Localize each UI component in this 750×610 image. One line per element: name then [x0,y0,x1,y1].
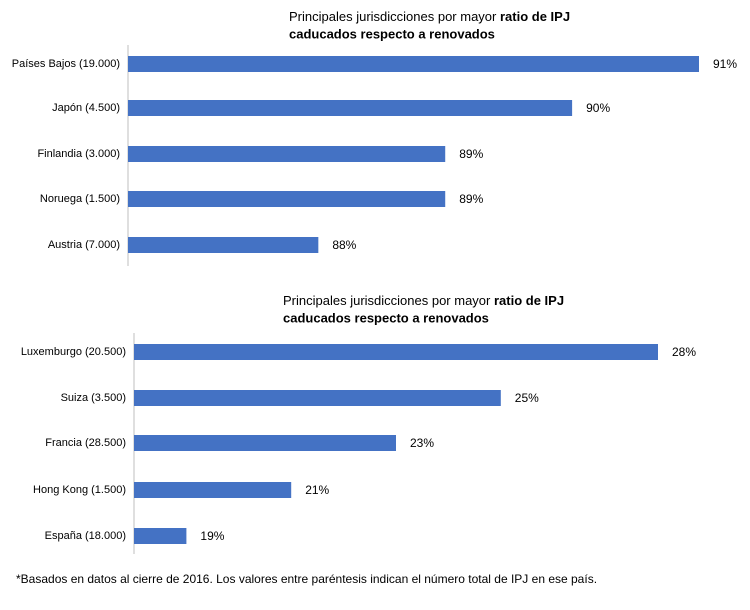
y-tick-label: Francia (28.500) [45,437,126,449]
bar [134,390,501,406]
bar [128,100,573,116]
bar [128,56,699,72]
y-tick-label: Japón (4.500) [52,102,120,114]
value-label: 91% [713,57,737,71]
value-label: 25% [515,391,539,405]
value-label: 88% [332,238,356,252]
y-tick-label: España (18.000) [45,530,126,542]
title-text: Principales jurisdicciones por mayor [283,293,491,308]
y-tick-label: Noruega (1.500) [40,193,120,205]
chart-title: caducados respecto a renovados [283,310,489,325]
y-tick-label: Suiza (3.500) [61,392,126,404]
y-tick-label: Finlandia (3.000) [37,148,120,160]
bar [134,435,396,451]
value-label: 89% [459,147,483,161]
y-tick-label: Países Bajos (19.000) [12,58,120,70]
footnote: *Basados en datos al cierre de 2016. Los… [16,572,597,586]
bar [128,146,446,162]
bar [134,528,187,544]
bar [134,344,658,360]
bar [128,191,446,207]
value-label: 28% [672,345,696,359]
value-label: 21% [305,483,329,497]
title-text: Principales jurisdicciones por mayor [289,9,497,24]
chart-title: Principales jurisdicciones por mayor rat… [289,9,570,24]
value-label: 19% [200,529,224,543]
chart-title: caducados respecto a renovados [289,26,495,41]
y-tick-label: Luxemburgo (20.500) [21,346,126,358]
y-tick-label: Hong Kong (1.500) [33,484,126,496]
value-label: 89% [459,192,483,206]
chart-title: Principales jurisdicciones por mayor rat… [283,293,564,308]
value-label: 90% [586,101,610,115]
bar [128,237,319,253]
y-tick-label: Austria (7.000) [48,239,120,251]
title-text: ratio de IPJ [494,293,564,308]
value-label: 23% [410,436,434,450]
bar [134,482,292,498]
title-text: ratio de IPJ [500,9,570,24]
